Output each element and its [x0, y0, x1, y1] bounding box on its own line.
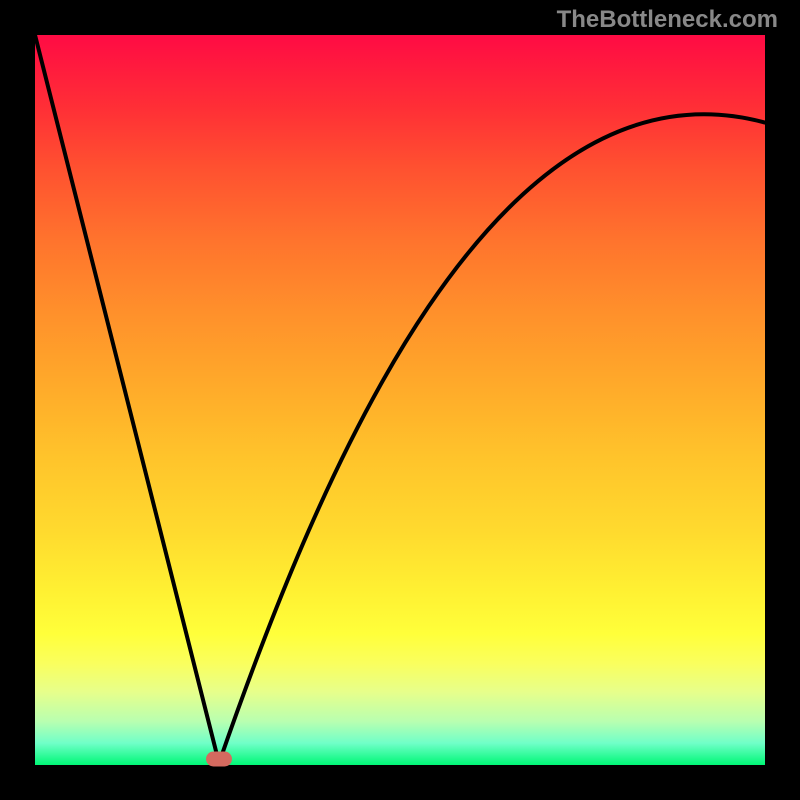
watermark-text: TheBottleneck.com [557, 6, 778, 34]
chart-container: TheBottleneck.com [0, 0, 800, 800]
minimum-marker [206, 752, 232, 767]
curve-layer [35, 35, 765, 765]
bottleneck-curve [35, 35, 765, 763]
plot-area [35, 35, 765, 765]
